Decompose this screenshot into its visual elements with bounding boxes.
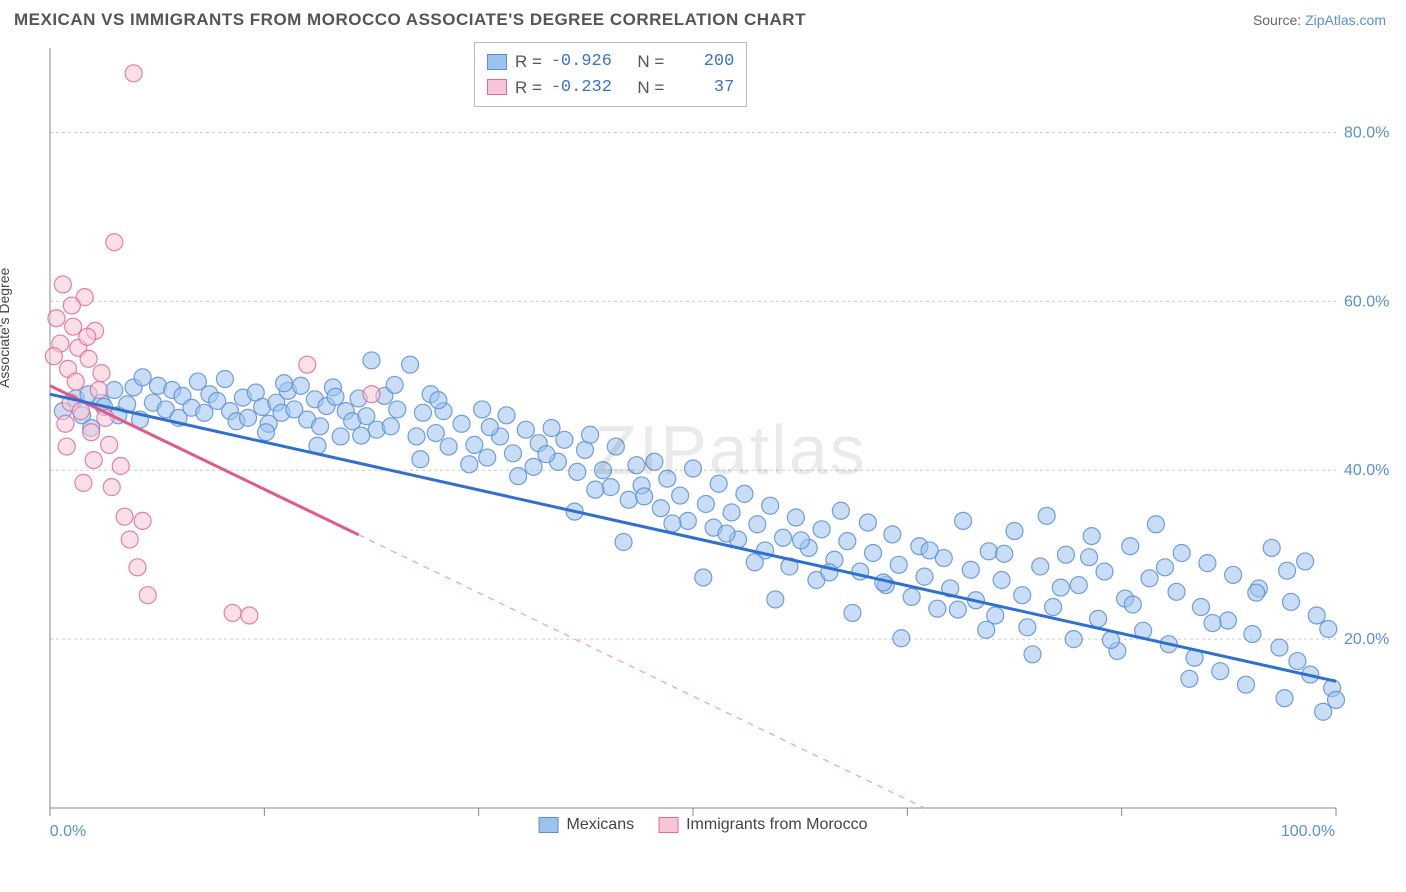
svg-text:0.0%: 0.0% bbox=[50, 823, 86, 840]
series-legend: Mexicans Immigrants from Morocco bbox=[539, 816, 868, 834]
svg-text:40.0%: 40.0% bbox=[1344, 462, 1389, 479]
legend-swatch bbox=[487, 79, 507, 95]
stats-row: R = -0.926 N = 200 bbox=[487, 49, 734, 75]
r-label: R = bbox=[515, 49, 542, 75]
legend-swatch bbox=[487, 54, 507, 70]
correlation-stats-box: R = -0.926 N = 200 R = -0.232 N = 37 bbox=[474, 42, 747, 107]
r-value: -0.926 bbox=[550, 49, 612, 75]
legend-item: Mexicans bbox=[539, 816, 635, 834]
scatter-chart: 20.0% 40.0% 60.0% 80.0% 0.0% 100.0% bbox=[14, 40, 1392, 840]
legend-label: Mexicans bbox=[567, 816, 635, 834]
legend-swatch bbox=[539, 817, 559, 833]
chart-source: Source: ZipAtlas.com bbox=[1253, 12, 1386, 28]
source-prefix: Source: bbox=[1253, 12, 1305, 28]
n-value: 37 bbox=[672, 75, 734, 101]
svg-text:100.0%: 100.0% bbox=[1281, 823, 1335, 840]
n-label: N = bbox=[637, 49, 664, 75]
n-label: N = bbox=[637, 75, 664, 101]
svg-text:80.0%: 80.0% bbox=[1344, 124, 1389, 141]
r-value: -0.232 bbox=[550, 75, 612, 101]
svg-text:60.0%: 60.0% bbox=[1344, 293, 1389, 310]
legend-swatch bbox=[658, 817, 678, 833]
legend-item: Immigrants from Morocco bbox=[658, 816, 867, 834]
y-axis-label: Associate's Degree bbox=[0, 268, 12, 388]
stats-row: R = -0.232 N = 37 bbox=[487, 75, 734, 101]
n-value: 200 bbox=[672, 49, 734, 75]
chart-area: Associate's Degree 20.0%40.0%60.0%80.0%0… bbox=[14, 40, 1392, 840]
svg-text:20.0%: 20.0% bbox=[1344, 631, 1389, 648]
chart-title: MEXICAN VS IMMIGRANTS FROM MOROCCO ASSOC… bbox=[14, 10, 806, 30]
r-label: R = bbox=[515, 75, 542, 101]
legend-label: Immigrants from Morocco bbox=[686, 816, 867, 834]
source-link[interactable]: ZipAtlas.com bbox=[1305, 12, 1386, 28]
chart-header: MEXICAN VS IMMIGRANTS FROM MOROCCO ASSOC… bbox=[0, 0, 1406, 36]
